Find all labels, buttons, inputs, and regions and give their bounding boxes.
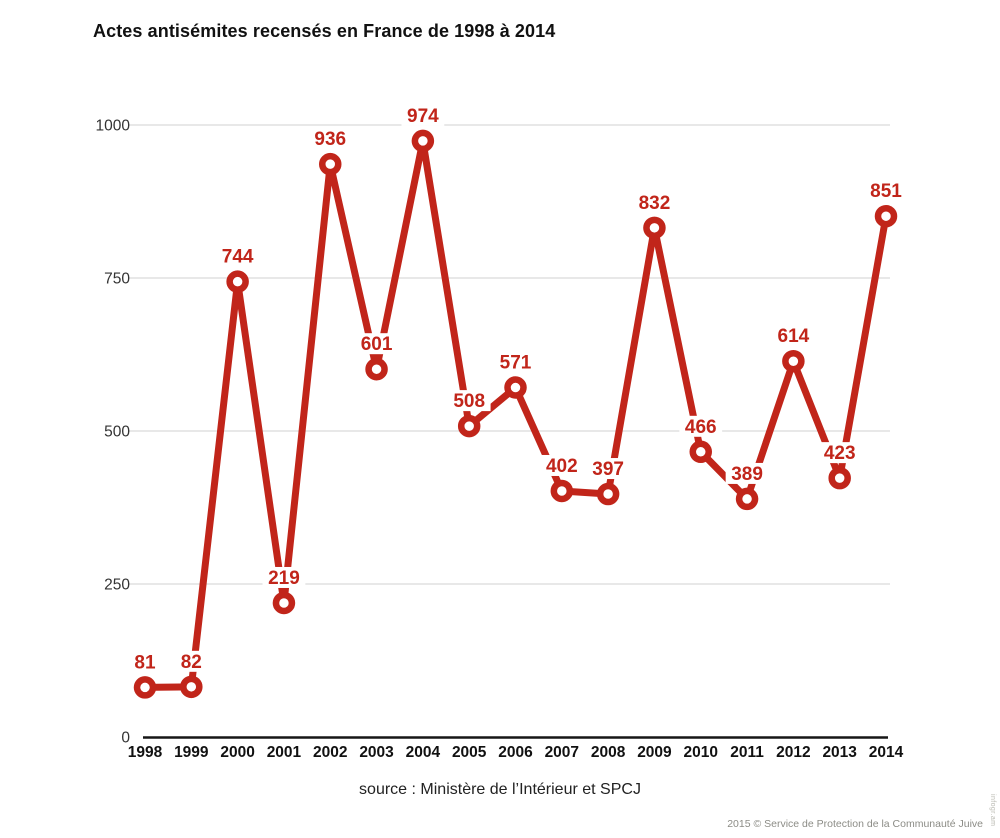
- x-tick-label: 2006: [498, 744, 533, 761]
- x-tick-label: 2000: [220, 744, 254, 761]
- value-label: 974: [407, 106, 439, 127]
- x-tick-label: 2008: [591, 744, 626, 761]
- value-label-halo: [175, 650, 208, 672]
- x-tick-label: 2010: [684, 744, 718, 761]
- x-tick-label: 1998: [128, 744, 163, 761]
- data-point-marker: [504, 376, 527, 399]
- x-tick-label: 2014: [869, 744, 904, 761]
- chart-title: Actes antisémites recensés en France de …: [93, 21, 556, 41]
- data-point-marker: [735, 487, 759, 511]
- data-point-marker: [133, 676, 157, 699]
- value-label: 936: [314, 129, 346, 150]
- data-point-marker: [596, 482, 620, 506]
- x-tick-label: 2012: [776, 744, 810, 761]
- y-tick-label: 1000: [96, 118, 131, 135]
- value-label: 571: [500, 353, 532, 374]
- value-label-halo: [818, 442, 862, 464]
- value-label-halo: [308, 128, 352, 150]
- value-label: 614: [778, 326, 810, 347]
- value-label-halo: [633, 191, 676, 213]
- value-label: 508: [453, 391, 485, 412]
- data-point-marker: [180, 675, 203, 699]
- value-label-halo: [494, 351, 537, 373]
- copyright-note: 2015 © Service de Protection de la Commu…: [727, 818, 983, 830]
- y-tick-label: 0: [121, 730, 130, 747]
- data-point-marker: [782, 349, 805, 373]
- value-label-halo: [679, 415, 723, 437]
- value-label-halo: [401, 104, 445, 126]
- x-tick-label: 2007: [545, 744, 579, 761]
- value-label: 219: [268, 568, 300, 589]
- x-tick-label: 2005: [452, 744, 487, 761]
- x-tick-label: 2002: [313, 744, 347, 761]
- data-point-marker: [226, 270, 249, 293]
- value-label: 397: [592, 459, 624, 480]
- data-point-marker: [365, 357, 388, 381]
- vertical-watermark: infogr.am: [989, 794, 996, 827]
- value-label: 832: [639, 193, 671, 214]
- value-label: 601: [361, 334, 393, 355]
- source-caption: source : Ministère de l’Intérieur et SPC…: [359, 781, 641, 798]
- y-tick-label: 750: [104, 271, 130, 288]
- value-label: 423: [824, 443, 856, 464]
- x-tick-label: 2001: [267, 744, 302, 761]
- data-point-marker: [319, 152, 342, 176]
- value-label: 389: [731, 464, 763, 485]
- value-label-halo: [262, 566, 306, 588]
- x-tick-label: 2003: [359, 744, 394, 761]
- value-label-halo: [771, 325, 815, 347]
- value-label: 851: [870, 181, 902, 202]
- value-label: 744: [222, 247, 254, 268]
- data-point-marker: [874, 204, 898, 228]
- x-tick-label: 2009: [637, 744, 672, 761]
- value-label: 402: [546, 456, 578, 477]
- data-point-marker: [411, 129, 435, 153]
- value-label-halo: [128, 651, 162, 673]
- data-line: [144, 137, 890, 691]
- value-label-halo: [725, 462, 769, 484]
- data-point-marker: [272, 591, 296, 615]
- y-tick-label: 250: [104, 577, 130, 594]
- data-point-marker: [828, 466, 851, 490]
- line-chart: 0 250 500 750 1000 1998 1999 2000 2001 2002 2003 20…: [95, 104, 908, 761]
- value-label: 82: [181, 652, 202, 673]
- value-label-halo: [216, 245, 260, 267]
- data-point-marker: [643, 216, 666, 240]
- data-point-marker: [550, 479, 574, 503]
- value-label-halo: [586, 458, 630, 480]
- x-tick-label: 2011: [730, 744, 764, 761]
- x-tick-label: 2013: [822, 744, 857, 761]
- value-label-halo: [540, 454, 584, 476]
- value-label-halo: [864, 180, 908, 202]
- value-label: 466: [685, 417, 717, 438]
- x-tick-label: 1999: [174, 744, 209, 761]
- y-tick-label: 500: [104, 424, 130, 441]
- value-label: 81: [134, 652, 156, 673]
- data-point-marker: [689, 440, 712, 464]
- value-label-halo: [355, 333, 398, 355]
- value-label-halo: [447, 390, 491, 412]
- data-point-marker: [457, 414, 481, 438]
- x-tick-label: 2004: [406, 744, 441, 761]
